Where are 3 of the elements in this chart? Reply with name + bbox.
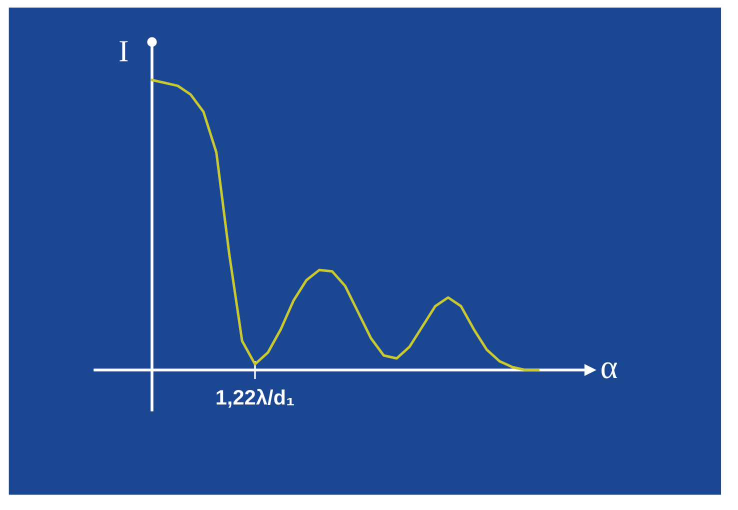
annotation: 1,22λ/d₁ <box>216 388 294 408</box>
y-axis-title: I <box>120 41 128 62</box>
x-axis-title: α <box>602 362 618 378</box>
